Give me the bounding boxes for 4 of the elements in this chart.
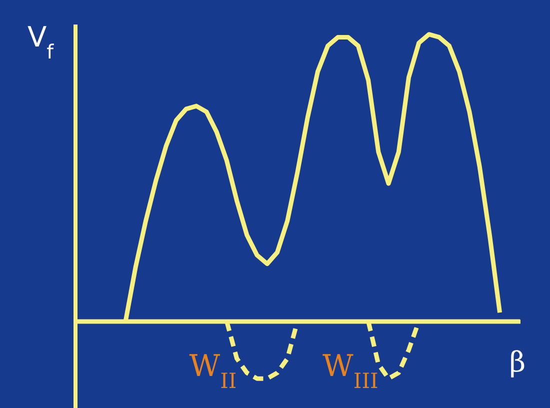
y-axis-title: V$_{f}$	[28, 20, 55, 63]
annotation: W$_{II}$	[189, 349, 237, 394]
annotation: W$_{III}$	[322, 349, 378, 394]
x-axis-title: β	[509, 346, 526, 379]
